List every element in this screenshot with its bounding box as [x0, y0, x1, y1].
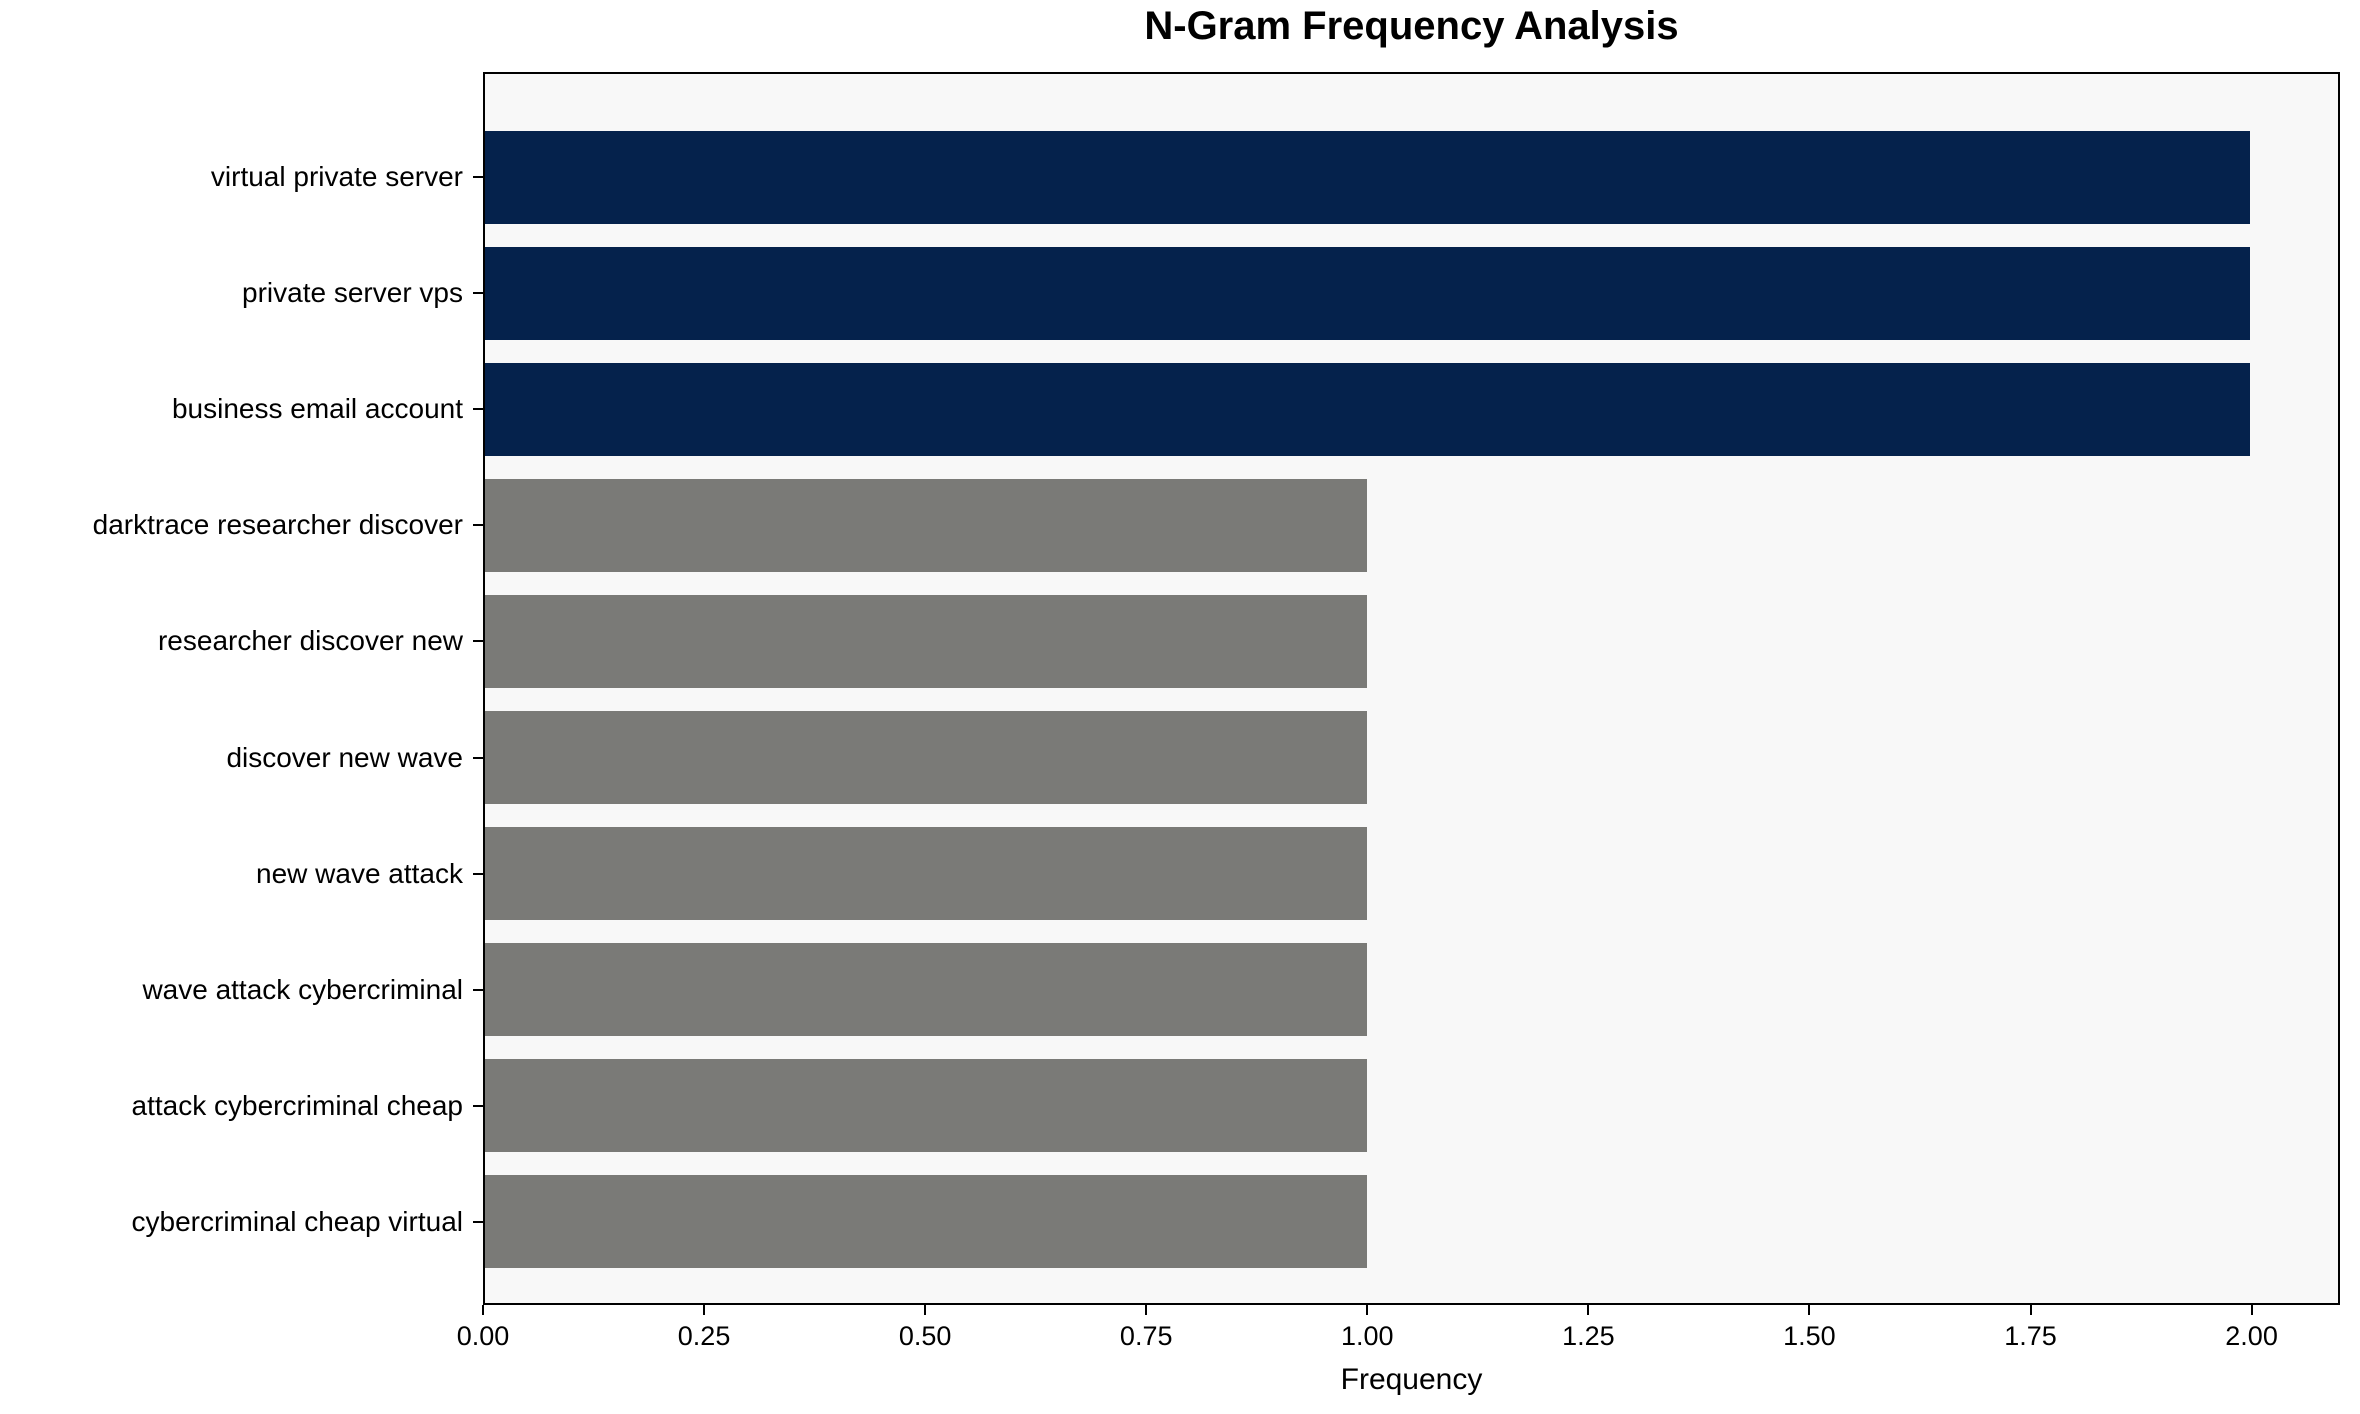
- y-tick-label: new wave attack: [256, 857, 463, 889]
- x-tick-label: 1.75: [2004, 1321, 2057, 1351]
- x-tick-mark: [1587, 1305, 1590, 1315]
- x-tick-label: 0.00: [456, 1321, 510, 1351]
- x-tick-mark: [703, 1305, 706, 1315]
- bar-virtual-private-server: [485, 130, 2250, 224]
- y-tick-label: business email account: [171, 393, 463, 425]
- y-tick-label: darktrace researcher discover: [92, 509, 463, 541]
- x-axis-label: Frequency: [1340, 1363, 1483, 1396]
- chart-title: N-Gram Frequency Analysis: [1144, 4, 1679, 48]
- x-tick-mark: [924, 1305, 927, 1315]
- x-tick-label: 0.50: [898, 1321, 952, 1351]
- bar-darktrace-researcher-discover: [485, 478, 1368, 572]
- y-tick-label: attack cybercriminal cheap: [131, 1089, 463, 1121]
- y-tick-mark: [473, 292, 483, 295]
- y-tick-label: wave attack cybercriminal: [142, 973, 463, 1005]
- bar-attack-cybercriminal-cheap: [485, 1059, 1368, 1153]
- x-tick-label: 0.75: [1119, 1321, 1173, 1351]
- y-tick-label: cybercriminal cheap virtual: [131, 1205, 463, 1237]
- y-tick-mark: [473, 1220, 483, 1223]
- y-tick-mark: [473, 1104, 483, 1107]
- bar-private-server-vps: [485, 246, 2250, 340]
- y-tick-mark: [473, 176, 483, 178]
- bar-business-email-account: [485, 362, 2250, 456]
- y-tick-mark: [473, 524, 483, 527]
- x-tick-mark: [482, 1305, 484, 1315]
- y-tick-label: researcher discover new: [157, 625, 463, 657]
- bar-discover-new-wave: [485, 711, 1368, 804]
- y-tick-label: discover new wave: [226, 741, 463, 773]
- x-tick-mark: [1366, 1305, 1369, 1315]
- y-tick-mark: [473, 408, 483, 411]
- bar-researcher-discover-new: [485, 594, 1368, 688]
- x-tick-mark: [1808, 1305, 1811, 1315]
- y-tick-mark: [473, 872, 483, 875]
- x-tick-mark: [1145, 1305, 1148, 1315]
- x-tick-label: 2.00: [2225, 1321, 2278, 1351]
- x-tick-mark: [2029, 1305, 2032, 1315]
- bar-new-wave-attack: [485, 827, 1368, 921]
- x-axis: Frequency 0.00 0.25 0.50 0.75 1.00 1.25 1.50 1.…: [457, 1305, 2340, 1414]
- bar-wave-attack-cybercriminal: [485, 943, 1368, 1037]
- x-tick-label: 1.25: [1562, 1321, 1615, 1351]
- y-tick-mark: [473, 756, 483, 759]
- x-tick-label: 0.25: [677, 1321, 731, 1351]
- y-tick-label: virtual private server: [210, 161, 463, 192]
- y-tick-mark: [473, 640, 483, 643]
- y-axis-labels: virtual private server private server vps…: [0, 74, 463, 1303]
- x-tick-mark: [2250, 1305, 2253, 1315]
- x-tick-label: 1.50: [1783, 1321, 1836, 1351]
- y-tick-label: private server vps: [242, 277, 463, 309]
- y-tick-mark: [473, 988, 483, 991]
- bar-cybercriminal-cheap-virtual: [485, 1175, 1368, 1269]
- plot-area: [473, 72, 2340, 1305]
- x-tick-label: 1.00: [1341, 1321, 1394, 1351]
